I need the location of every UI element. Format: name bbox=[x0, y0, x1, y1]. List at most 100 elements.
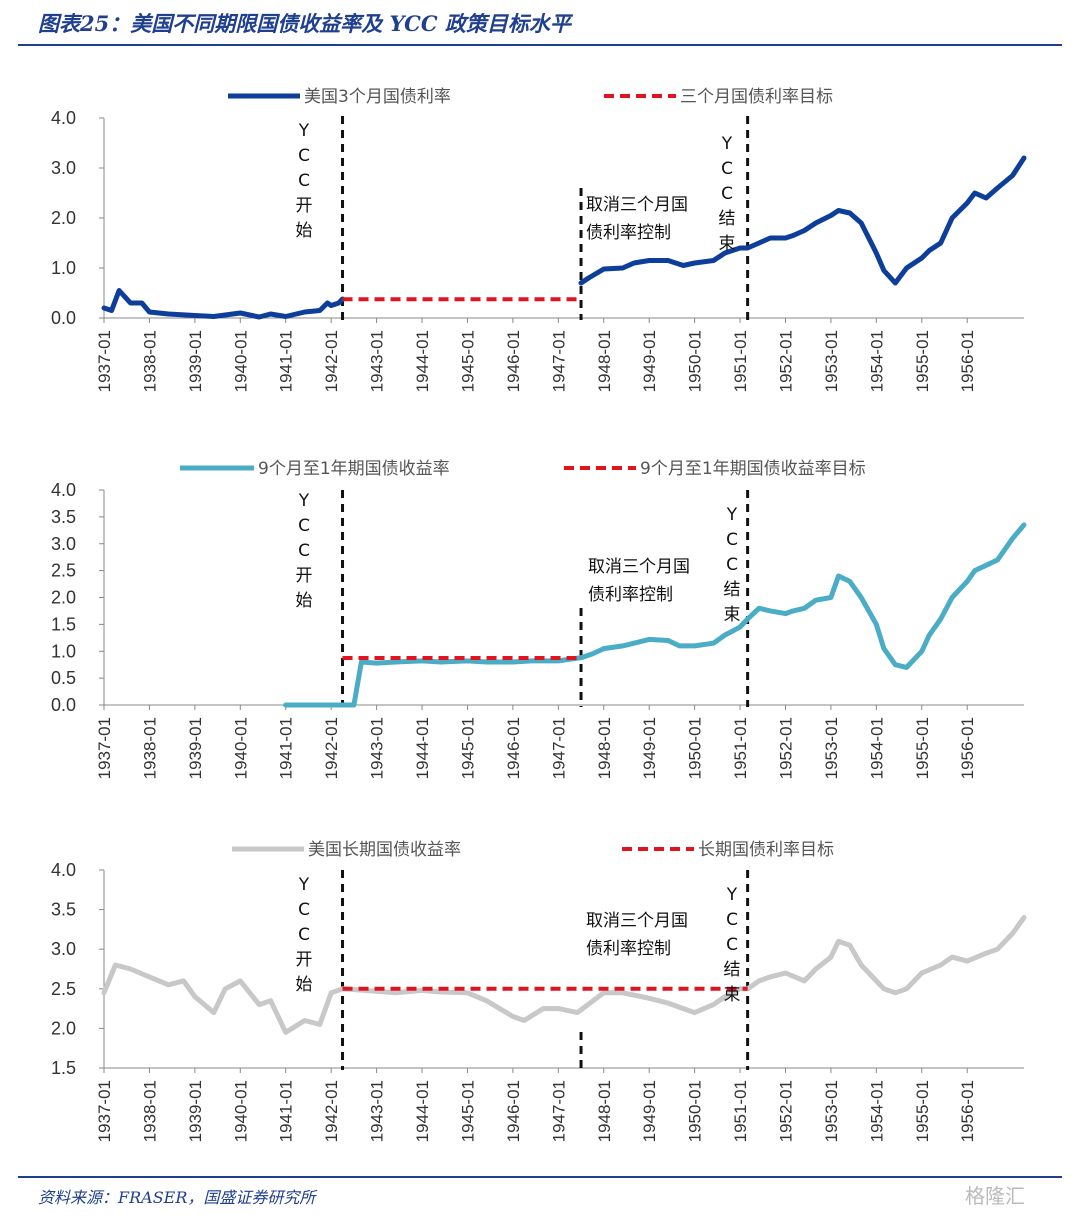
chart-panel-2: 0.0 0.5 1.0 1.5 2.0 2.5 3.0 3.5 4.0 1937-01 1938-0… bbox=[51, 459, 1027, 779]
x-tick-label: 1939-01 bbox=[186, 717, 205, 779]
x-tick-label: 1945-01 bbox=[458, 330, 477, 392]
y-tick-label: 2.5 bbox=[51, 979, 76, 999]
x-tick-label: 1944-01 bbox=[413, 717, 432, 779]
x-tick-label: 1955-01 bbox=[913, 330, 932, 392]
x-tick-label: 1950-01 bbox=[686, 330, 705, 392]
annotation-cancel-line1: 取消三个月国 bbox=[586, 195, 688, 215]
annotation-ycc-end: C bbox=[726, 910, 738, 930]
x-tick-label: 1938-01 bbox=[140, 717, 159, 779]
x-tick-label: 1952-01 bbox=[776, 1080, 795, 1142]
x-tick-label: 1939-01 bbox=[186, 330, 205, 392]
page-title: 图表25：美国不同期限国债收益率及 YCC 政策目标水平 bbox=[38, 11, 571, 36]
annotation-ycc-start: C bbox=[298, 171, 310, 191]
y-tick-label: 2.0 bbox=[51, 208, 76, 228]
annotation-ycc-end: C bbox=[721, 159, 733, 179]
annotation-ycc-end: Y bbox=[721, 134, 733, 154]
annotation-cancel-line1: 取消三个月国 bbox=[586, 911, 688, 931]
x-tick-label: 1952-01 bbox=[776, 330, 795, 392]
series-line bbox=[578, 155, 1027, 286]
x-tick-label: 1940-01 bbox=[231, 1080, 250, 1142]
annotation-ycc-end: C bbox=[726, 530, 738, 550]
annotation-ycc-end: Y bbox=[726, 505, 738, 525]
annotation-ycc-end: C bbox=[726, 555, 738, 575]
title-divider bbox=[18, 44, 1062, 46]
annotation-ycc-end: 束 bbox=[724, 605, 741, 625]
x-tick-label: 1943-01 bbox=[368, 1080, 387, 1142]
x-tick-label: 1942-01 bbox=[322, 1080, 341, 1142]
x-tick-label: 1943-01 bbox=[368, 330, 387, 392]
x-tick-label: 1946-01 bbox=[504, 1080, 523, 1142]
legend-series-label: 美国长期国债收益率 bbox=[308, 840, 461, 860]
x-tick-label: 1938-01 bbox=[140, 330, 159, 392]
x-tick-label: 1951-01 bbox=[731, 717, 750, 779]
series-line bbox=[101, 288, 345, 320]
y-tick-label: 0.0 bbox=[51, 695, 76, 715]
x-tick-label: 1940-01 bbox=[231, 330, 250, 392]
annotation-ycc-start: 始 bbox=[296, 591, 313, 611]
source-note: 资料来源：FRASER，国盛证券研究所 bbox=[38, 1188, 316, 1207]
annotation-ycc-start: 开 bbox=[296, 566, 313, 586]
annotation-ycc-end: 结 bbox=[724, 580, 741, 600]
x-tick-label: 1954-01 bbox=[867, 1080, 886, 1142]
x-tick-label: 1949-01 bbox=[640, 330, 659, 392]
annotation-ycc-start: 开 bbox=[296, 196, 313, 216]
y-tick-label: 4.0 bbox=[51, 860, 76, 880]
annotation-ycc-start: Y bbox=[298, 491, 310, 511]
y-tick-label: 1.5 bbox=[51, 614, 76, 634]
x-tick-label: 1950-01 bbox=[686, 717, 705, 779]
annotation-ycc-start: C bbox=[298, 541, 310, 561]
y-tick-label: 2.0 bbox=[51, 1018, 76, 1038]
x-tick-label: 1941-01 bbox=[277, 1080, 296, 1142]
y-tick-label: 1.5 bbox=[51, 1058, 76, 1078]
footer-divider bbox=[18, 1176, 1062, 1178]
annotation-cancel-line1: 取消三个月国 bbox=[588, 557, 690, 577]
x-tick-label: 1937-01 bbox=[95, 330, 114, 392]
x-tick-label: 1945-01 bbox=[458, 717, 477, 779]
annotation-ycc-end: C bbox=[726, 935, 738, 955]
x-tick-label: 1942-01 bbox=[322, 717, 341, 779]
series-line bbox=[101, 915, 1027, 1035]
x-tick-label: 1946-01 bbox=[504, 717, 523, 779]
annotation-ycc-start: C bbox=[298, 516, 310, 536]
x-tick-label: 1938-01 bbox=[140, 1080, 159, 1142]
x-tick-label: 1955-01 bbox=[913, 717, 932, 779]
annotation-ycc-start: Y bbox=[298, 121, 310, 141]
y-tick-label: 3.5 bbox=[51, 507, 76, 527]
chart-panel-3: 1.5 2.0 2.5 3.0 3.5 4.0 1937-01 1938-01 1939-01 1… bbox=[51, 840, 1027, 1142]
x-tick-label: 1937-01 bbox=[95, 717, 114, 779]
x-tick-label: 1945-01 bbox=[458, 1080, 477, 1142]
annotation-cancel-line2: 债利率控制 bbox=[586, 939, 671, 959]
y-tick-label: 3.0 bbox=[51, 158, 76, 178]
legend-series-label: 美国3个月国债利率 bbox=[304, 87, 451, 107]
series-line bbox=[283, 522, 1027, 708]
x-tick-label: 1953-01 bbox=[822, 717, 841, 779]
x-tick-label: 1940-01 bbox=[231, 717, 250, 779]
y-tick-label: 1.0 bbox=[51, 641, 76, 661]
legend-series-label: 9个月至1年期国债收益率 bbox=[258, 459, 450, 479]
x-tick-label: 1955-01 bbox=[913, 1080, 932, 1142]
x-tick-label: 1939-01 bbox=[186, 1080, 205, 1142]
x-tick-label: 1937-01 bbox=[95, 1080, 114, 1142]
x-tick-label: 1941-01 bbox=[277, 717, 296, 779]
x-tick-label: 1949-01 bbox=[640, 1080, 659, 1142]
annotation-cancel-line2: 债利率控制 bbox=[588, 585, 673, 605]
x-tick-label: 1953-01 bbox=[822, 1080, 841, 1142]
x-tick-label: 1948-01 bbox=[595, 330, 614, 392]
x-tick-label: 1944-01 bbox=[413, 1080, 432, 1142]
x-tick-label: 1953-01 bbox=[822, 330, 841, 392]
x-tick-label: 1956-01 bbox=[958, 717, 977, 779]
y-tick-label: 2.5 bbox=[51, 561, 76, 581]
y-tick-label: 3.5 bbox=[51, 900, 76, 920]
x-tick-label: 1949-01 bbox=[640, 717, 659, 779]
y-tick-label: 0.0 bbox=[51, 308, 76, 328]
legend-target-label: 9个月至1年期国债收益率目标 bbox=[640, 459, 866, 479]
y-tick-label: 4.0 bbox=[51, 480, 76, 500]
y-tick-label: 2.0 bbox=[51, 588, 76, 608]
x-tick-label: 1956-01 bbox=[958, 330, 977, 392]
annotation-ycc-start: C bbox=[298, 925, 310, 945]
x-tick-label: 1947-01 bbox=[549, 717, 568, 779]
x-tick-label: 1948-01 bbox=[595, 717, 614, 779]
x-tick-label: 1956-01 bbox=[958, 1080, 977, 1142]
y-tick-label: 0.5 bbox=[51, 668, 76, 688]
